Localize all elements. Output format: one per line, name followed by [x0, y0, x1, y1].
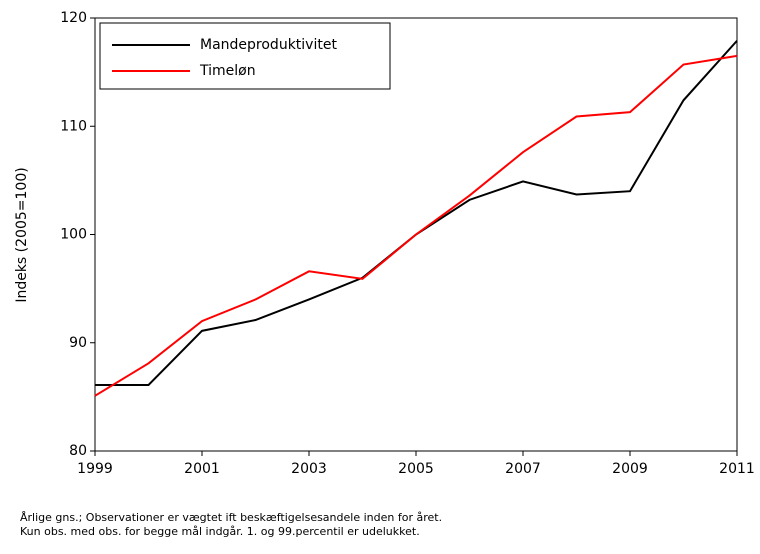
y-tick-label: 80: [69, 443, 87, 459]
y-axis-label: Indeks (2005=100): [14, 167, 30, 302]
y-tick-label: 120: [60, 10, 87, 26]
x-tick-label: 1999: [77, 461, 113, 477]
note: Kun obs. med obs. for begge mål indgår. …: [20, 525, 420, 538]
x-tick-label: 2001: [184, 461, 220, 477]
x-tick-label: 2011: [719, 461, 755, 477]
y-tick-label: 110: [60, 118, 87, 134]
note: Årlige gns.; Observationer er vægtet ift…: [20, 511, 442, 524]
x-tick-label: 2003: [291, 461, 327, 477]
x-tick-label: 2005: [398, 461, 434, 477]
legend-box: [99, 22, 391, 90]
legend-label: Mandeproduktivitet: [200, 37, 337, 53]
series-line: [94, 54, 738, 397]
series-line: [95, 40, 738, 386]
x-tick-label: 2007: [505, 461, 541, 477]
legend-label: Timeløn: [199, 63, 256, 79]
x-tick-label: 2009: [612, 461, 648, 477]
y-tick-label: 100: [60, 227, 87, 243]
y-tick-label: 90: [69, 335, 87, 351]
